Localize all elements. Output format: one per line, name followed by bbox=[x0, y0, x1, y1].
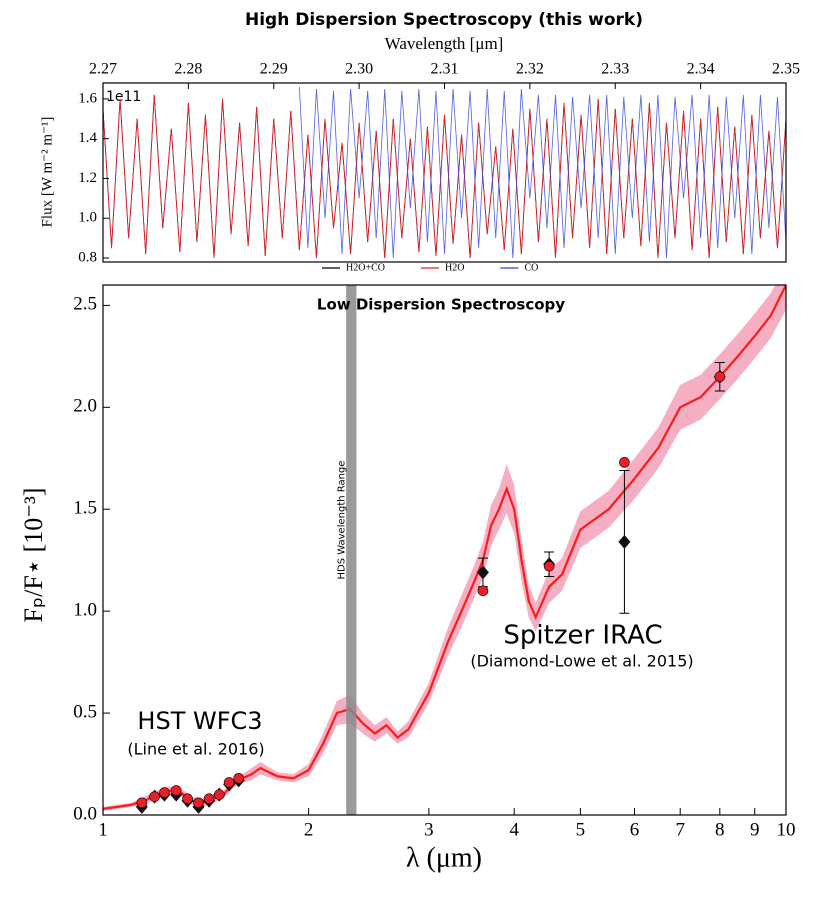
annotation: HST WFC3 bbox=[137, 707, 262, 735]
y-tick-label: 0.0 bbox=[73, 803, 97, 824]
plot-frame bbox=[102, 82, 787, 263]
offset-label: 1e11 bbox=[106, 89, 141, 105]
data-point bbox=[170, 785, 182, 796]
chart-title: Low Dispersion Spectroscopy bbox=[317, 296, 565, 314]
x-tick-label: 2.27 bbox=[89, 61, 117, 78]
x-tick-label: 2.32 bbox=[516, 61, 544, 78]
legend: H2O+CO H2O CO bbox=[322, 262, 538, 273]
data-point bbox=[159, 787, 170, 798]
x-axis-label: Wavelength [μm] bbox=[385, 34, 504, 53]
x-tick-label: 10 bbox=[777, 819, 796, 840]
data-point bbox=[714, 371, 726, 383]
x-tick-label: 2.33 bbox=[601, 61, 629, 78]
y-tick-label: 1.6 bbox=[78, 90, 97, 106]
x-tick-label: 4 bbox=[509, 819, 519, 840]
data-point bbox=[619, 457, 630, 468]
x-tick-label: 2.35 bbox=[772, 61, 800, 78]
legend-label: CO bbox=[524, 262, 538, 273]
annotation: Spitzer IRAC bbox=[503, 621, 662, 651]
y-tick-label: 2.0 bbox=[73, 396, 97, 417]
x-tick-label: 7 bbox=[675, 819, 685, 840]
legend-label: H2O bbox=[445, 262, 464, 273]
x-tick-label: 1 bbox=[98, 819, 108, 840]
plot-frame bbox=[102, 284, 787, 816]
data-point bbox=[182, 793, 193, 804]
x-tick-label: 2.31 bbox=[431, 61, 459, 78]
data-point bbox=[477, 585, 489, 597]
x-tick-label: 9 bbox=[750, 819, 760, 840]
hds-label: HDS Wavelength Range bbox=[336, 461, 347, 580]
data-point bbox=[618, 534, 631, 549]
x-tick-label: 2.30 bbox=[345, 61, 373, 78]
plot-area bbox=[103, 86, 786, 259]
spectrum-line bbox=[103, 94, 786, 259]
x-tick-label: 2.29 bbox=[260, 61, 288, 78]
data-point bbox=[213, 789, 225, 800]
data-point bbox=[203, 793, 215, 804]
x-tick-label: 6 bbox=[630, 819, 640, 840]
y-tick-label: 1.0 bbox=[73, 600, 97, 621]
data-point bbox=[233, 773, 244, 784]
annotation: (Diamond-Lowe et al. 2015) bbox=[470, 652, 693, 671]
x-axis-label: λ (μm) bbox=[406, 842, 482, 873]
y-tick-label: 1.2 bbox=[78, 170, 97, 186]
y-tick-label: 1.0 bbox=[78, 210, 97, 226]
x-tick-label: 2.28 bbox=[174, 61, 202, 78]
y-axis-label: Flux [W m⁻² m⁻¹] bbox=[39, 117, 55, 228]
x-tick-label: 5 bbox=[576, 819, 586, 840]
y-tick-label: 0.5 bbox=[73, 701, 97, 722]
data-point bbox=[223, 777, 235, 788]
data-point bbox=[543, 561, 555, 572]
annotation: (Line et al. 2016) bbox=[127, 740, 264, 759]
data-point bbox=[476, 565, 489, 580]
legend-label: H2O+CO bbox=[346, 262, 385, 273]
y-axis-label: Fₚ/F⋆ [10⁻³] bbox=[19, 488, 48, 623]
spectrum-line bbox=[298, 86, 786, 259]
x-tick-label: 2 bbox=[304, 819, 314, 840]
x-tick-label: 8 bbox=[715, 819, 725, 840]
y-tick-label: 1.4 bbox=[78, 130, 97, 146]
y-tick-label: 0.8 bbox=[78, 249, 97, 265]
data-point bbox=[193, 797, 204, 809]
data-point bbox=[136, 797, 148, 809]
y-tick-label: 2.5 bbox=[73, 294, 97, 315]
hds-range bbox=[346, 285, 357, 815]
x-tick-label: 2.34 bbox=[687, 61, 715, 78]
y-tick-label: 1.5 bbox=[73, 498, 97, 519]
x-tick-label: 3 bbox=[424, 819, 434, 840]
chart-title: High Dispersion Spectroscopy (this work) bbox=[245, 10, 643, 30]
plot-area bbox=[103, 285, 786, 815]
data-point bbox=[149, 791, 160, 802]
